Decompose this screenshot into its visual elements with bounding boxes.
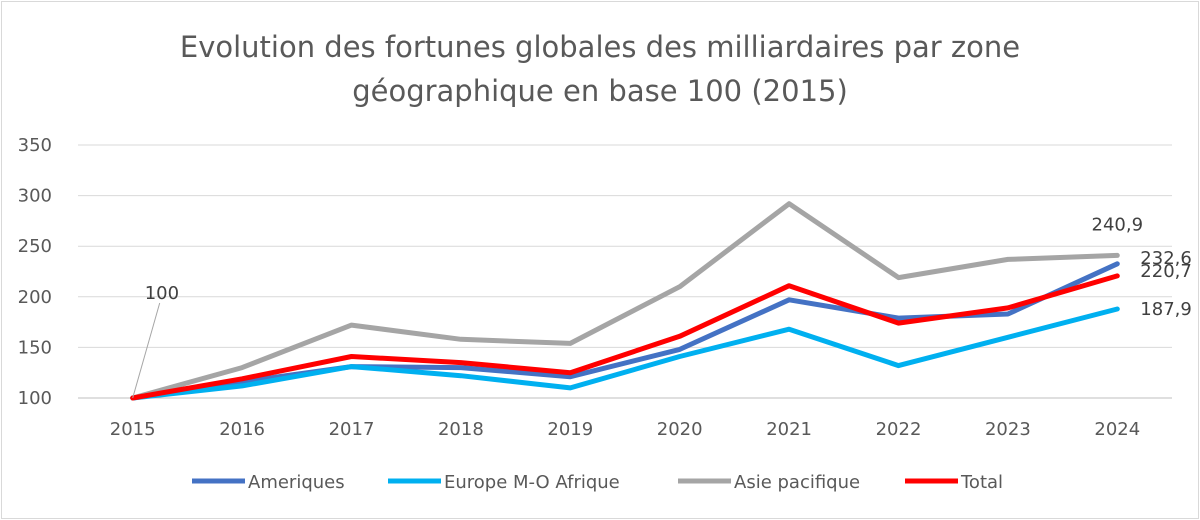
x-tick-label: 2020 xyxy=(657,419,703,440)
x-tick-label: 2021 xyxy=(766,419,812,440)
y-tick-label: 100 xyxy=(18,388,52,409)
chart-title-line-1: Evolution des fortunes globales des mill… xyxy=(180,30,1020,64)
x-tick-label: 2022 xyxy=(876,419,922,440)
legend-label: Asie pacifique xyxy=(734,472,860,493)
x-tick-label: 2015 xyxy=(110,419,156,440)
data-label: 220,7 xyxy=(1140,261,1192,282)
y-axis-ticks: 100 150 200 250 300 350 xyxy=(18,135,52,409)
chart-title-line-2: géographique en base 100 (2015) xyxy=(352,74,848,108)
y-tick-label: 350 xyxy=(18,135,52,156)
x-tick-label: 2017 xyxy=(329,419,375,440)
legend-label: Ameriques xyxy=(248,472,345,493)
series-line-3 xyxy=(130,273,1120,401)
legend-label: Europe M-O Afrique xyxy=(444,472,620,493)
gridlines xyxy=(78,144,1172,399)
y-tick-label: 200 xyxy=(18,287,52,308)
leader-line xyxy=(132,302,161,399)
data-label: 232,6 xyxy=(1140,248,1192,269)
x-tick-label: 2016 xyxy=(219,419,265,440)
y-tick-label: 150 xyxy=(18,337,52,358)
data-label: 187,9 xyxy=(1140,299,1192,320)
x-tick-label: 2023 xyxy=(985,419,1031,440)
y-tick-label: 250 xyxy=(18,236,52,257)
x-tick-label: 2018 xyxy=(438,419,484,440)
series-line-2 xyxy=(130,201,1120,401)
legend-label: Total xyxy=(960,472,1003,493)
y-tick-label: 300 xyxy=(18,186,52,207)
x-axis-ticks: 2015 2016 2017 2018 2019 2020 2021 2022 2023 2024 xyxy=(110,419,1140,440)
x-tick-label: 2024 xyxy=(1094,419,1140,440)
legend: Ameriques Europe M-O Afrique Asie pacifiqu… xyxy=(192,472,1003,493)
series-line-1 xyxy=(130,306,1120,401)
data-label: 100 xyxy=(145,283,179,304)
x-tick-label: 2019 xyxy=(547,419,593,440)
series-lines xyxy=(130,201,1120,401)
data-label: 240,9 xyxy=(1092,214,1144,235)
